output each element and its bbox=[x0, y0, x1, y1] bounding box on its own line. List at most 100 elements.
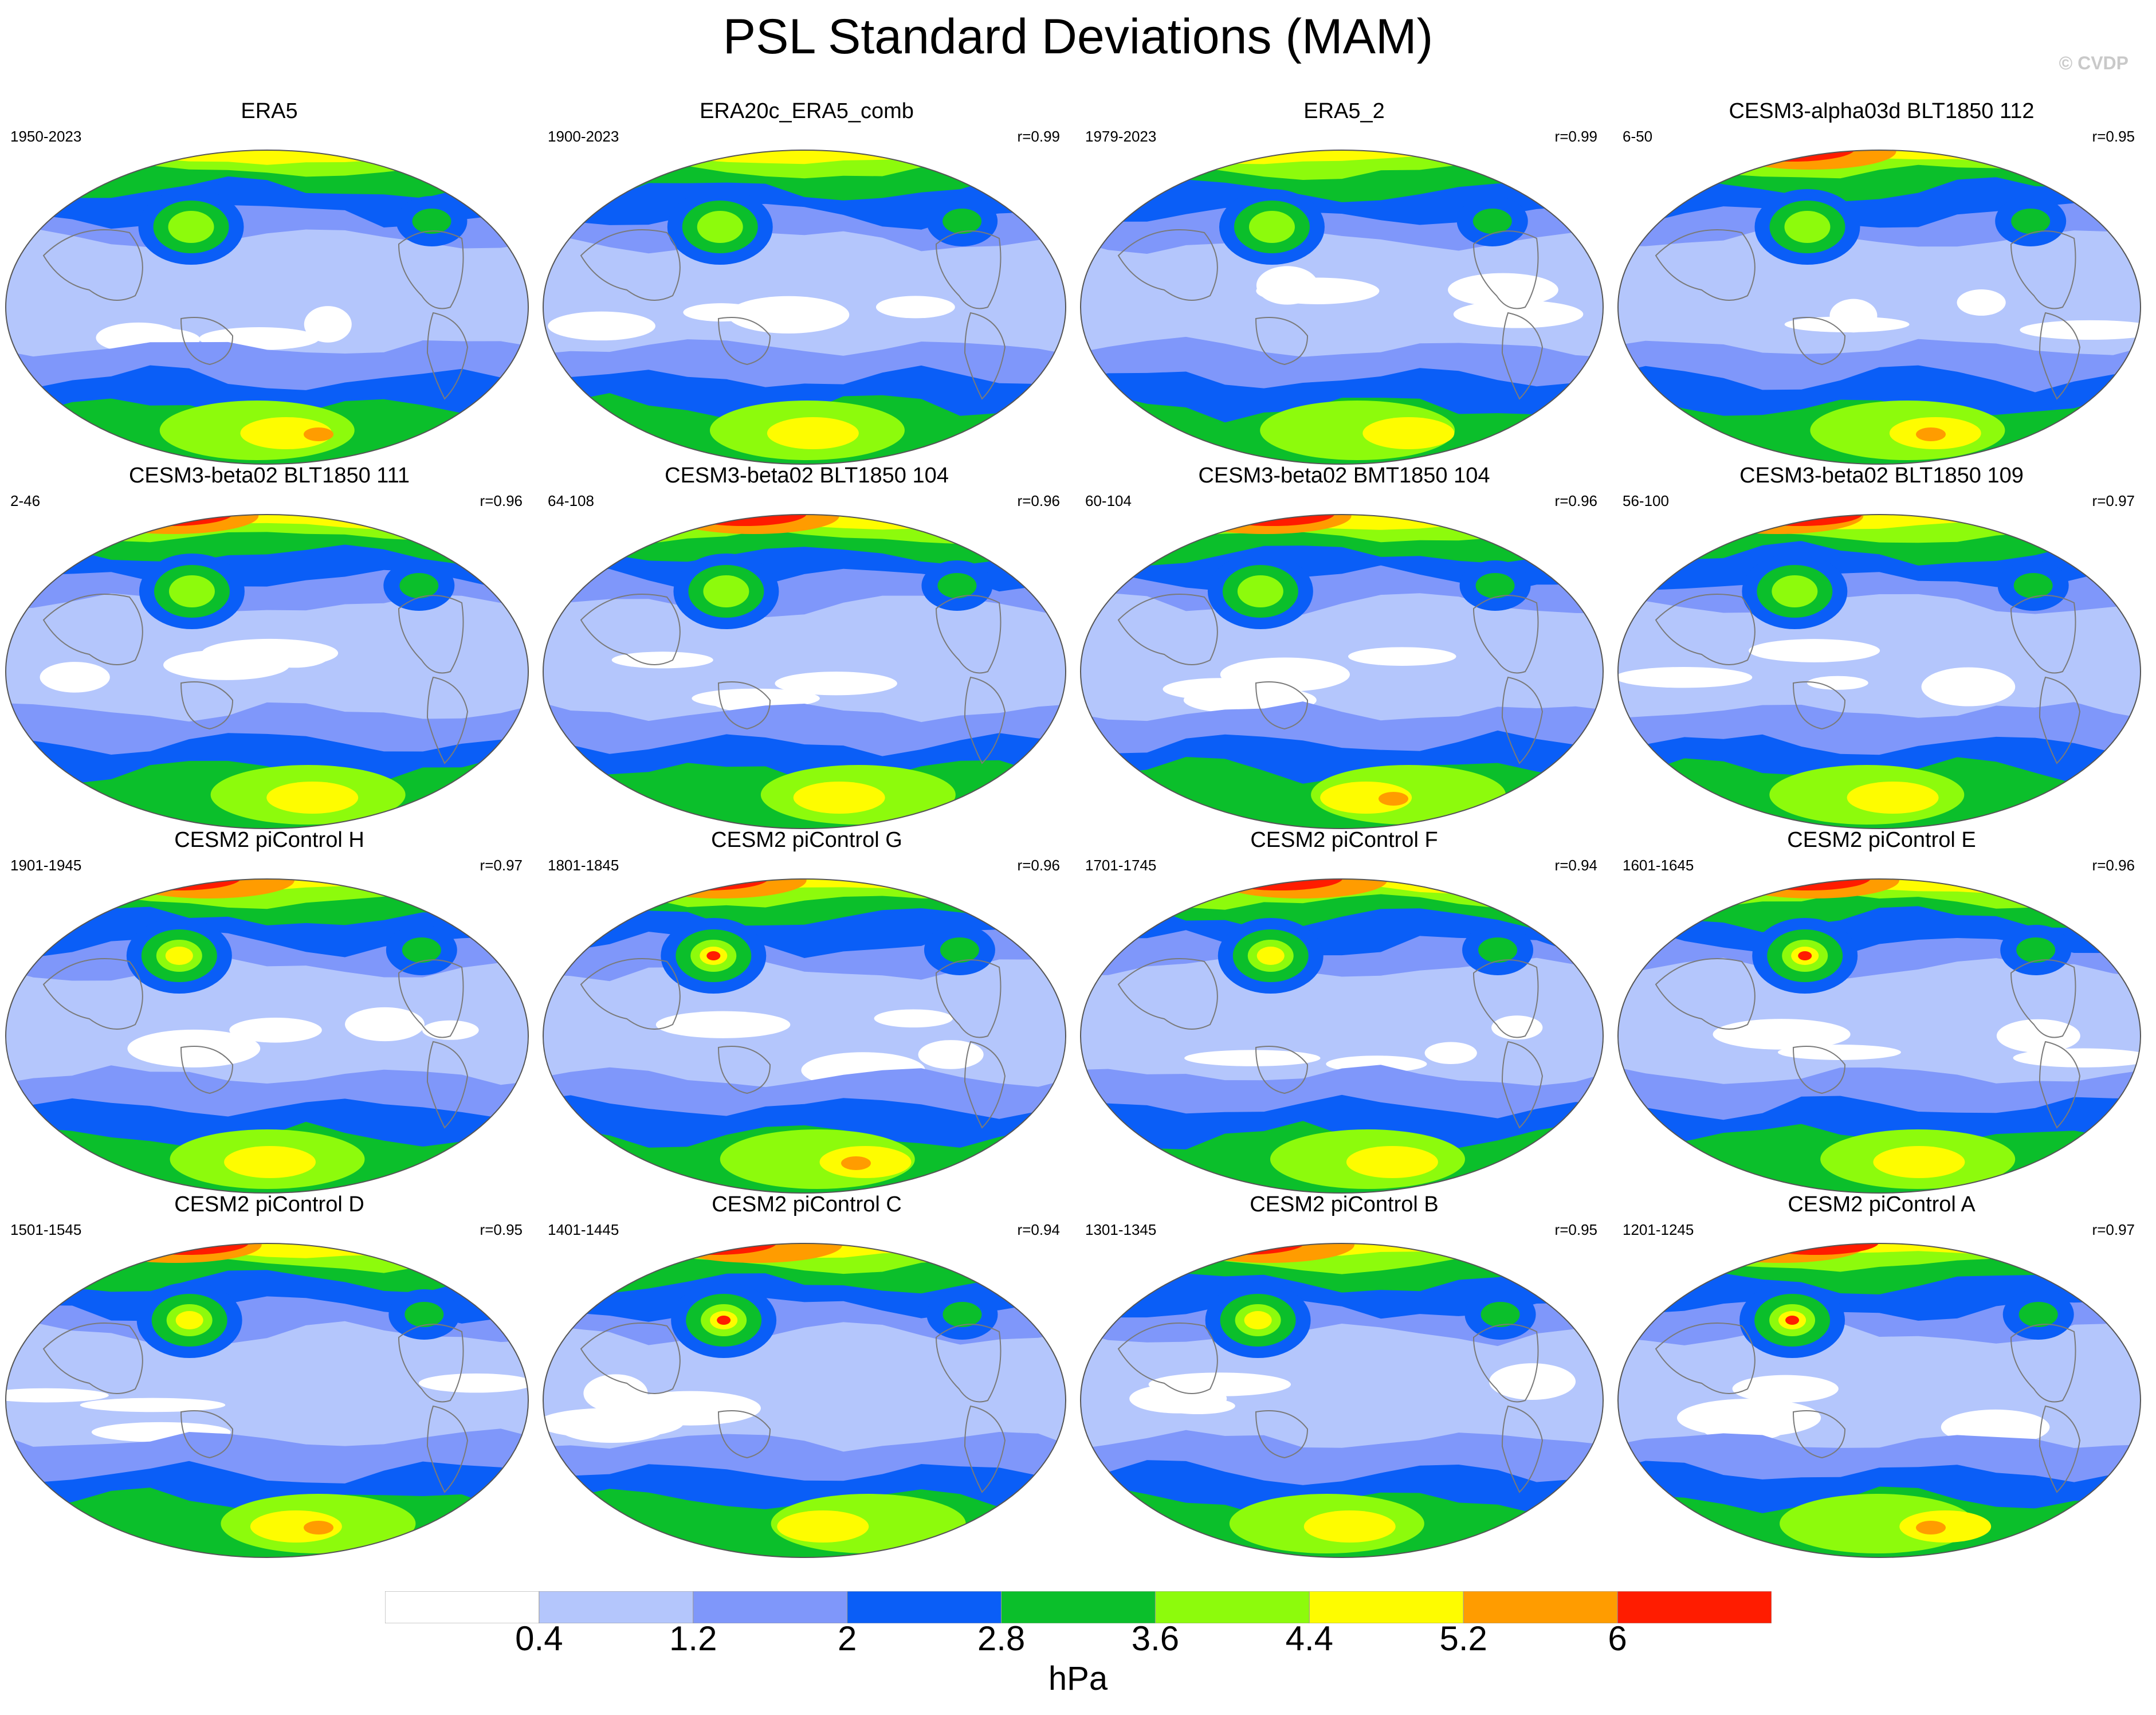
psl-stddev-field bbox=[1618, 150, 2141, 464]
map-outline bbox=[1617, 514, 2141, 829]
map-panel: CESM2 piControl B 1301-1345 r=0.95 bbox=[1075, 1192, 1613, 1559]
coastline bbox=[1501, 312, 1544, 400]
psl-stddev-field bbox=[6, 515, 528, 829]
colorbar-units-label: hPa bbox=[1048, 1660, 1108, 1697]
coastline bbox=[2039, 676, 2081, 764]
coastline bbox=[2010, 1324, 2076, 1403]
coastline bbox=[1792, 317, 1846, 366]
coastline bbox=[717, 1410, 771, 1459]
panel-title: CESM2 piControl F bbox=[1250, 828, 1438, 852]
panel-pattern-correlation: r=0.94 bbox=[1554, 857, 1597, 874]
panel-pattern-correlation: r=0.96 bbox=[1554, 492, 1597, 509]
panel-pattern-correlation: r=0.95 bbox=[2092, 128, 2135, 145]
map-panel: CESM2 piControl F 1701-1745 r=0.94 bbox=[1075, 827, 1613, 1194]
coastline bbox=[42, 1322, 143, 1394]
coastline bbox=[1117, 594, 1218, 665]
colorbar-tick-label: 2.8 bbox=[977, 1619, 1026, 1658]
panel-title: CESM3-beta02 BLT1850 104 bbox=[665, 464, 949, 488]
map-outline bbox=[1080, 150, 1604, 465]
panel-title: CESM3-beta02 BMT1850 104 bbox=[1198, 464, 1490, 488]
coastline bbox=[580, 594, 681, 665]
panel-pattern-correlation: r=0.95 bbox=[480, 1221, 523, 1238]
panel-pattern-correlation: r=0.99 bbox=[1017, 128, 1060, 145]
coastline bbox=[2039, 1405, 2081, 1493]
colorbar-bin bbox=[1001, 1591, 1156, 1623]
map-outline bbox=[1617, 1243, 2141, 1558]
world-map bbox=[1617, 150, 2141, 465]
panel-pattern-correlation: r=0.97 bbox=[2092, 492, 2135, 509]
panel-title: CESM3-alpha03d BLT1850 112 bbox=[1729, 99, 2035, 123]
figure-title: PSL Standard Deviations (MAM) bbox=[722, 9, 1434, 64]
psl-stddev-field bbox=[543, 515, 1066, 829]
coastline bbox=[935, 595, 1002, 674]
panel-year-range: 1950-2023 bbox=[10, 128, 82, 145]
map-panel: CESM3-beta02 BLT1850 109 56-100 r=0.97 bbox=[1612, 463, 2151, 830]
coastline bbox=[964, 1405, 1006, 1493]
map-panel: CESM2 piControl G 1801-1845 r=0.96 bbox=[537, 827, 1076, 1194]
panel-year-range: 1701-1745 bbox=[1085, 857, 1157, 874]
map-outline bbox=[5, 1243, 529, 1558]
colorbar-tick-label: 2 bbox=[837, 1619, 857, 1658]
coastline bbox=[1255, 1410, 1309, 1459]
world-map bbox=[1080, 878, 1604, 1194]
panel-year-range: 2-46 bbox=[10, 492, 41, 509]
coastline bbox=[1117, 229, 1218, 301]
map-outline bbox=[543, 150, 1066, 465]
coastline bbox=[1255, 1046, 1309, 1094]
map-panel: CESM3-beta02 BLT1850 111 2-46 r=0.96 bbox=[0, 463, 539, 830]
psl-stddev-field bbox=[543, 879, 1066, 1193]
psl-stddev-field bbox=[543, 150, 1066, 464]
coastline bbox=[1501, 1041, 1544, 1129]
psl-stddev-field bbox=[543, 1243, 1066, 1557]
coastline bbox=[717, 317, 771, 366]
panel-year-range: 1601-1645 bbox=[1623, 857, 1694, 874]
psl-stddev-field bbox=[1081, 1243, 1603, 1557]
panel-pattern-correlation: r=0.96 bbox=[480, 492, 523, 509]
coastline bbox=[580, 1322, 681, 1394]
world-map bbox=[1080, 1243, 1604, 1558]
coastline bbox=[42, 958, 143, 1030]
world-map bbox=[5, 150, 529, 465]
map-panel: CESM2 piControl A 1201-1245 r=0.97 bbox=[1612, 1192, 2151, 1559]
panel-title: ERA5 bbox=[241, 99, 298, 123]
panel-pattern-correlation: r=0.96 bbox=[1017, 492, 1060, 509]
psl-stddev-field bbox=[6, 1243, 528, 1557]
world-map bbox=[543, 514, 1066, 829]
coastline bbox=[935, 959, 1002, 1038]
world-map bbox=[543, 150, 1066, 465]
coastline bbox=[1655, 1322, 1756, 1394]
panel-title: CESM2 piControl E bbox=[1787, 828, 1976, 852]
panel-title: CESM3-beta02 BLT1850 109 bbox=[1739, 464, 2024, 488]
coastline bbox=[1472, 959, 1539, 1038]
map-panel: CESM2 piControl E 1601-1645 r=0.96 bbox=[1612, 827, 2151, 1194]
coastline bbox=[1655, 594, 1756, 665]
panel-pattern-correlation: r=0.97 bbox=[480, 857, 523, 874]
colorbar-bin bbox=[1309, 1591, 1464, 1623]
panel-title: CESM2 piControl H bbox=[174, 828, 364, 852]
coastline bbox=[1792, 1410, 1846, 1459]
coastline bbox=[180, 681, 234, 730]
panel-year-range: 60-104 bbox=[1085, 492, 1132, 509]
psl-stddev-field bbox=[6, 879, 528, 1193]
psl-stddev-field bbox=[1618, 1243, 2141, 1557]
coastline bbox=[1117, 1322, 1218, 1394]
colorbar-bin bbox=[539, 1591, 694, 1623]
world-map bbox=[1080, 514, 1604, 829]
psl-stddev-field bbox=[1081, 879, 1603, 1193]
psl-stddev-field bbox=[1081, 515, 1603, 829]
panel-year-range: 56-100 bbox=[1623, 492, 1669, 509]
world-map bbox=[1080, 150, 1604, 465]
map-panel: CESM3-beta02 BMT1850 104 60-104 r=0.96 bbox=[1075, 463, 1613, 830]
panel-pattern-correlation: r=0.94 bbox=[1017, 1221, 1060, 1238]
map-panel: ERA20c_ERA5_comb 1900-2023 r=0.99 bbox=[537, 99, 1076, 465]
map-panel: CESM2 piControl D 1501-1545 r=0.95 bbox=[0, 1192, 539, 1559]
world-map bbox=[5, 878, 529, 1194]
coastline bbox=[2010, 595, 2076, 674]
colorbar-bin bbox=[1463, 1591, 1618, 1623]
map-panel: CESM3-alpha03d BLT1850 112 6-50 r=0.95 bbox=[1612, 99, 2151, 465]
coastline bbox=[180, 1410, 234, 1459]
panel-title: CESM2 piControl A bbox=[1788, 1192, 1976, 1216]
panel-pattern-correlation: r=0.95 bbox=[1554, 1221, 1597, 1238]
coastline bbox=[2039, 1041, 2081, 1129]
map-outline bbox=[1080, 1243, 1604, 1558]
